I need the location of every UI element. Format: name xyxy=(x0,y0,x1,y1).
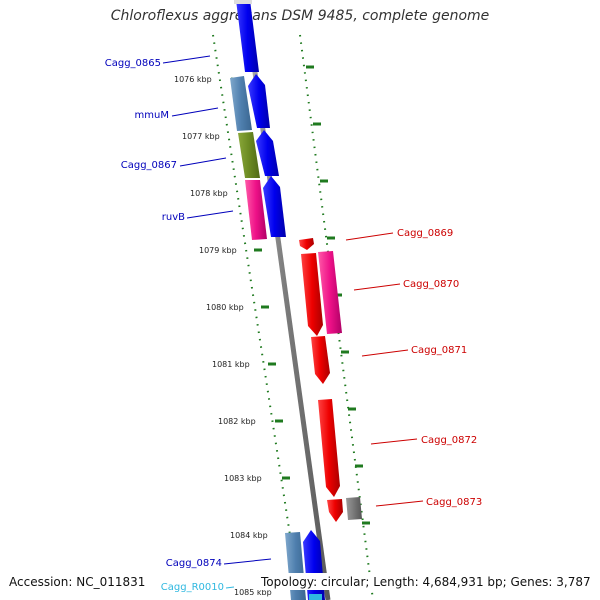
gene-cagg-0867[interactable] xyxy=(256,130,279,176)
kbp-labels: 1076 kbp 1077 kbp 1078 kbp 1079 kbp 1080… xyxy=(174,75,272,597)
leader-cagg-0867 xyxy=(179,157,227,167)
kbp-label: 1078 kbp xyxy=(190,189,228,198)
gene-label-cagg-0874[interactable]: Cagg_0874 xyxy=(166,558,222,569)
leader-mmum xyxy=(171,107,219,117)
reverse-genes[interactable] xyxy=(299,238,362,522)
map-title: Chloroflexus aggregans DSM 9485, complet… xyxy=(110,8,490,24)
kbp-label: 1085 kbp xyxy=(234,588,272,597)
leader-cagg-0874 xyxy=(223,558,272,565)
gene-label-cagg-0865[interactable]: Cagg_0865 xyxy=(105,58,161,69)
gene-cagg-0873[interactable] xyxy=(346,497,362,520)
gene-mmum-steel[interactable] xyxy=(230,76,252,131)
kbp-label: 1082 kbp xyxy=(218,417,256,426)
gene-cagg-0869[interactable] xyxy=(299,238,314,250)
footer-topology-bg xyxy=(257,573,597,590)
kbp-label: 1081 kbp xyxy=(212,360,250,369)
leader-cagg-0870 xyxy=(353,283,401,291)
gene-cagg-0865[interactable] xyxy=(236,0,259,72)
leader-ruvb xyxy=(186,210,234,219)
gene-cagg-0867-olive[interactable] xyxy=(238,132,260,178)
kbp-label: 1079 kbp xyxy=(199,246,237,255)
gene-rna-cagg-r0010[interactable] xyxy=(309,594,322,600)
gene-label-mmum[interactable]: mmuM xyxy=(135,110,169,121)
gene-top-cap xyxy=(234,0,252,4)
footer-accession-bg xyxy=(5,573,149,590)
outer-tick-marks xyxy=(306,65,370,525)
gene-cagg-0870-red[interactable] xyxy=(301,253,323,336)
kbp-label: 1084 kbp xyxy=(230,531,268,540)
gene-ruvb[interactable] xyxy=(263,176,286,237)
kbp-label: 1077 kbp xyxy=(182,132,220,141)
gene-cagg-0872[interactable] xyxy=(318,399,340,497)
gene-cagg-0873-red[interactable] xyxy=(327,499,343,522)
gene-label-cagg-0871[interactable]: Cagg_0871 xyxy=(411,345,467,356)
gene-ruvb-pink[interactable] xyxy=(245,180,267,240)
topology-text: Topology: circular; Length: 4,684,931 bp… xyxy=(261,575,591,589)
kbp-label: 1076 kbp xyxy=(174,75,212,84)
leader-cagg-0872 xyxy=(370,438,418,445)
leader-cagg-r0010 xyxy=(225,586,235,589)
leader-cagg-0865 xyxy=(162,55,211,64)
accession-text: Accession: NC_011831 xyxy=(9,575,146,589)
gene-label-cagg-0867[interactable]: Cagg_0867 xyxy=(121,160,177,171)
gene-label-cagg-0872[interactable]: Cagg_0872 xyxy=(421,435,477,446)
gene-label-cagg-0873[interactable]: Cagg_0873 xyxy=(426,497,482,508)
gene-cagg-0871[interactable] xyxy=(311,336,330,384)
leader-cagg-0871 xyxy=(361,349,409,357)
gene-labels: Cagg_0865 mmuM Cagg_0867 ruvB Cagg_0874 … xyxy=(105,58,483,593)
kbp-label: 1080 kbp xyxy=(206,303,244,312)
leader-cagg-0873 xyxy=(375,500,424,507)
gene-label-ruvb[interactable]: ruvB xyxy=(162,212,185,223)
leader-cagg-0869 xyxy=(345,232,394,241)
kbp-label: 1083 kbp xyxy=(224,474,262,483)
gene-label-cagg-r0010[interactable]: Cagg_R0010 xyxy=(161,582,224,593)
inner-dotted-ring xyxy=(212,34,301,600)
gene-mmum[interactable] xyxy=(248,74,270,128)
gene-label-cagg-0870[interactable]: Cagg_0870 xyxy=(403,279,459,290)
gene-label-cagg-0869[interactable]: Cagg_0869 xyxy=(397,228,453,239)
label-leaders xyxy=(162,55,424,589)
gene-cagg-0870[interactable] xyxy=(318,251,342,334)
